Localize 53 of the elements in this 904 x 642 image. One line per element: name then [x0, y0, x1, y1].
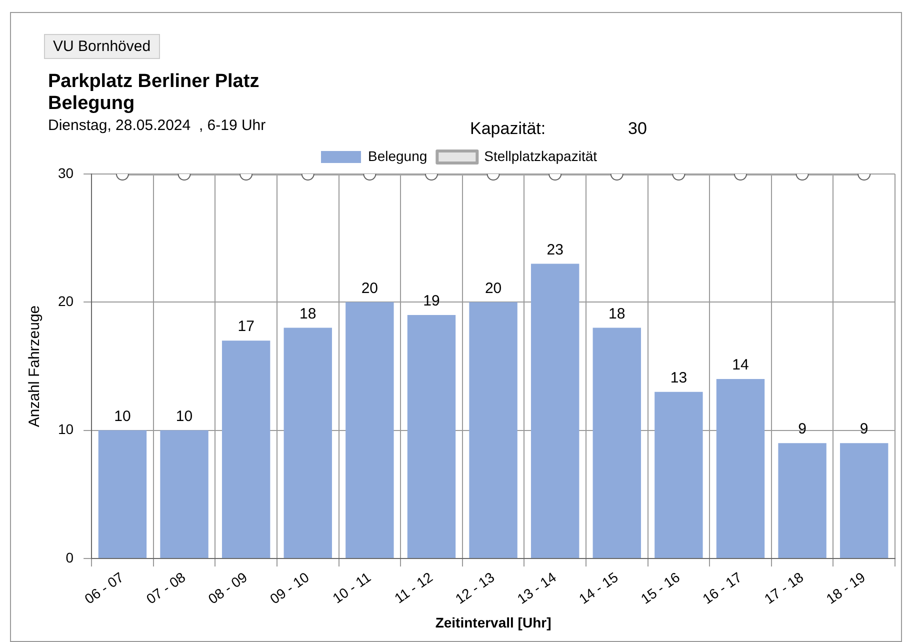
- data-label: 10: [114, 408, 131, 425]
- bar: [778, 443, 826, 558]
- x-tick-label: 18 - 19: [823, 568, 868, 607]
- bar: [160, 430, 208, 558]
- data-label: 18: [300, 305, 316, 322]
- data-label: 18: [608, 305, 626, 322]
- x-tick-label: 08 - 09: [205, 568, 250, 607]
- x-tick-label: 17 - 18: [761, 568, 806, 607]
- bar: [284, 328, 332, 558]
- bar: [222, 340, 270, 558]
- data-label: 14: [732, 356, 749, 374]
- bar: [840, 443, 888, 558]
- bar: [530, 264, 580, 558]
- data-label: 19: [423, 292, 440, 310]
- x-tick-label: 11 - 12: [391, 568, 436, 606]
- x-tick-label: 14 - 15: [576, 568, 621, 607]
- text: Kapazität:: [470, 119, 546, 139]
- data-label: 9: [798, 420, 806, 438]
- data-label: 20: [484, 280, 502, 297]
- data-label: 23: [546, 241, 564, 258]
- x-tick-label: 15 - 16: [638, 568, 683, 607]
- data-label: 13: [670, 369, 688, 386]
- bar: [98, 430, 147, 558]
- y-tick-label: 0: [66, 549, 74, 566]
- bar: [654, 392, 703, 558]
- x-tick-label: 13 - 14: [514, 568, 560, 607]
- x-axis-title: Zeitintervall [Uhr]: [435, 614, 552, 630]
- data-label: 20: [361, 280, 378, 297]
- y-axis-title: Anzahl Fahrzeuge: [26, 305, 44, 428]
- x-tick-label: 16 - 17: [700, 568, 745, 607]
- x-tick-label: 06 - 07: [82, 568, 127, 607]
- x-tick-label: 09 - 10: [266, 568, 312, 607]
- data-label: 10: [176, 408, 193, 425]
- chart-title: Parkplatz Berliner Platz: [48, 71, 260, 93]
- legend-label: Belegung: [368, 148, 428, 164]
- text: Dienstag, 28.05.2024 , 6-19 Uhr: [48, 117, 266, 134]
- x-tick-label: 07 - 08: [143, 568, 188, 607]
- x-tick-label: 12 - 13: [452, 568, 498, 607]
- text: VU Bornhöved: [44, 34, 160, 59]
- y-tick-label: 30: [58, 164, 74, 181]
- bar: [346, 302, 394, 558]
- y-tick-label: 10: [58, 421, 74, 438]
- data-label: 17: [238, 318, 254, 336]
- text: 30: [628, 119, 647, 139]
- chart-subtitle: Belegung: [48, 93, 135, 115]
- x-tick-label: 10 - 11: [330, 568, 374, 606]
- y-tick-label: 20: [58, 293, 74, 310]
- bar: [592, 328, 641, 558]
- data-label: 9: [860, 420, 868, 438]
- legend-label: Stellplatzkapazität: [484, 148, 598, 164]
- bar: [469, 302, 518, 558]
- bar: [716, 379, 765, 558]
- bar: [407, 314, 456, 558]
